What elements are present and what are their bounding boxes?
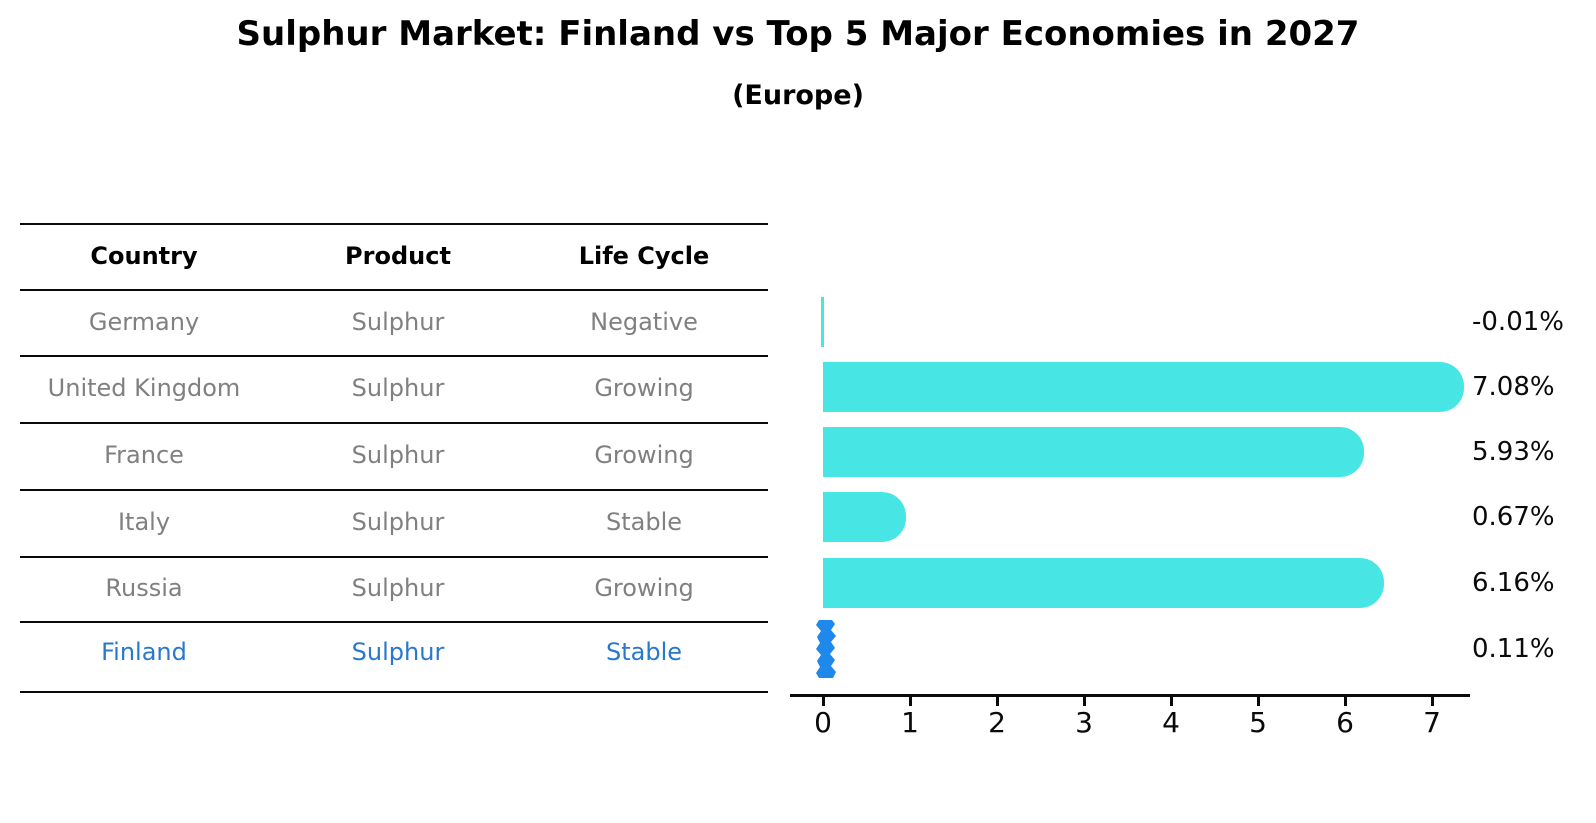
bar (823, 362, 1464, 412)
bar-value-label: 7.08% (1472, 372, 1555, 402)
table-cell-country: Italy (117, 508, 171, 536)
x-tick-mark (1343, 697, 1347, 706)
table-cell-life_cycle: Growing (594, 441, 694, 469)
x-axis-line (790, 694, 1470, 697)
highlight-bar (816, 620, 836, 678)
x-tick-label: 4 (1162, 706, 1180, 739)
table-cell-product: Sulphur (351, 308, 445, 336)
table-divider-line (20, 355, 768, 357)
x-tick-mark (908, 697, 912, 706)
table-cell-life_cycle: Stable (605, 508, 683, 536)
table-header-product: Product (345, 242, 451, 270)
chart-subtitle: (Europe) (732, 80, 864, 111)
table-divider-line (20, 223, 768, 225)
x-tick-mark (1169, 697, 1173, 706)
table-divider-line (20, 489, 768, 491)
table-cell-life_cycle: Negative (590, 308, 698, 336)
bar (823, 492, 906, 542)
table-cell-product: Sulphur (351, 508, 445, 536)
bar-value-label: 0.11% (1472, 634, 1555, 664)
table-cell-country: Russia (105, 574, 183, 602)
x-tick-label: 5 (1249, 706, 1267, 739)
x-tick-mark (1082, 697, 1086, 706)
x-tick-label: 3 (1075, 706, 1093, 739)
table-cell-life_cycle: Growing (594, 374, 694, 402)
table-cell-country: France (104, 441, 184, 469)
bar (823, 427, 1364, 477)
table-cell-country: Germany (88, 308, 200, 336)
table-header-life-cycle: Life Cycle (578, 242, 710, 270)
bar (821, 297, 824, 347)
table-divider-line (20, 289, 768, 291)
table-cell-product: Sulphur (351, 574, 445, 602)
x-tick-mark (821, 697, 825, 706)
table-header-country: Country (90, 242, 198, 270)
x-tick-label: 6 (1336, 706, 1354, 739)
x-tick-label: 2 (988, 706, 1006, 739)
table-cell-country: United Kingdom (47, 374, 241, 402)
x-tick-mark (995, 697, 999, 706)
bar-value-label: 0.67% (1472, 502, 1555, 532)
table-divider-line (20, 556, 768, 558)
x-tick-mark (1430, 697, 1434, 706)
bar-value-label: 5.93% (1472, 437, 1555, 467)
x-tick-label: 7 (1423, 706, 1441, 739)
x-tick-label: 1 (901, 706, 919, 739)
table-cell-product: Sulphur (351, 374, 445, 402)
table-cell-life_cycle: Stable (605, 638, 683, 666)
table-divider-line (20, 422, 768, 424)
chart-title: Sulphur Market: Finland vs Top 5 Major E… (236, 14, 1360, 54)
x-tick-mark (1256, 697, 1260, 706)
x-tick-label: 0 (814, 706, 832, 739)
table-cell-product: Sulphur (351, 441, 445, 469)
bar-value-label: -0.01% (1472, 307, 1564, 337)
table-cell-life_cycle: Growing (594, 574, 694, 602)
bar (823, 558, 1384, 608)
table-divider-line (20, 691, 768, 693)
bar-value-label: 6.16% (1472, 568, 1555, 598)
table-divider-line (20, 621, 768, 623)
table-cell-product: Sulphur (351, 638, 445, 666)
table-cell-country: Finland (101, 638, 187, 666)
